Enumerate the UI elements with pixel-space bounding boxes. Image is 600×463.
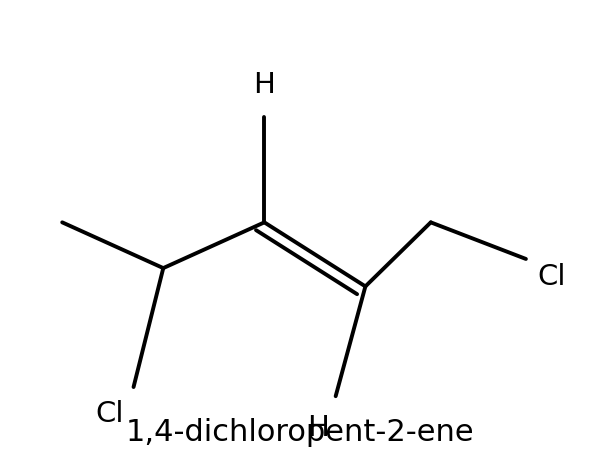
Text: 1,4-dichloropent-2-ene: 1,4-dichloropent-2-ene xyxy=(125,418,475,447)
Text: Cl: Cl xyxy=(95,400,124,428)
Text: Cl: Cl xyxy=(538,263,566,291)
Text: H: H xyxy=(253,71,275,99)
Text: H: H xyxy=(307,414,329,442)
